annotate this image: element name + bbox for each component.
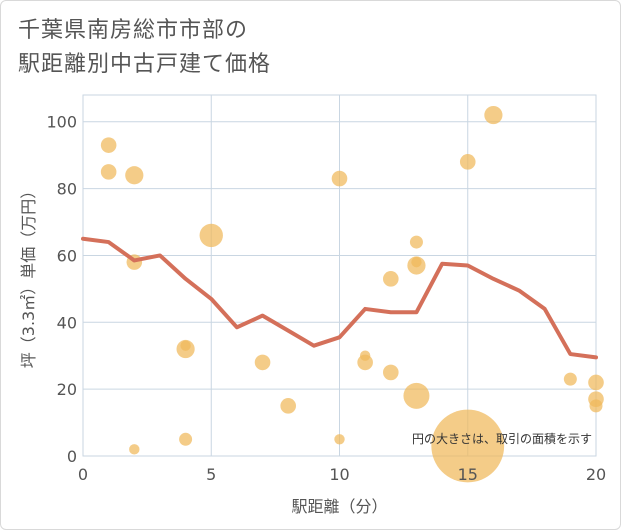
x-axis-label: 駅距離（分） bbox=[291, 497, 387, 516]
bubble-15 bbox=[383, 271, 399, 287]
bubble-19 bbox=[407, 256, 426, 275]
chart-title: 千葉県南房総市市部の 駅距離別中古戸建て価格 bbox=[18, 14, 271, 82]
bubble-20 bbox=[403, 382, 430, 409]
y-axis-label: 坪（3.3㎡）単価（万円） bbox=[19, 183, 38, 368]
bubble-9 bbox=[254, 354, 271, 371]
bubble-12 bbox=[334, 434, 345, 445]
bubble-4 bbox=[129, 444, 140, 455]
bubble-25 bbox=[588, 374, 604, 391]
x-tick-label-0: 0 bbox=[78, 465, 88, 484]
x-tick-label-4: 20 bbox=[586, 465, 606, 484]
title-line-1: 千葉県南房総市市部の bbox=[18, 18, 249, 43]
bubble-14 bbox=[357, 354, 373, 371]
bubble-6 bbox=[176, 339, 195, 359]
bubble-series bbox=[100, 105, 604, 483]
grid-lines bbox=[82, 95, 597, 457]
bubble-22 bbox=[431, 409, 505, 483]
bubble-11 bbox=[331, 170, 348, 187]
bubble-0 bbox=[100, 137, 117, 153]
x-tick-label-3: 15 bbox=[458, 465, 478, 484]
y-axis-ticks: 0 20 40 60 80 100 bbox=[46, 113, 77, 466]
y-tick-label-3: 60 bbox=[57, 246, 77, 265]
y-tick-label-5: 100 bbox=[46, 113, 77, 132]
bubble-16 bbox=[383, 364, 399, 381]
x-axis-ticks: 0 5 10 15 20 bbox=[78, 465, 606, 484]
bubble-21 bbox=[459, 154, 476, 170]
bubble-1 bbox=[100, 164, 117, 180]
title-line-2: 駅距離別中古戸建て価格 bbox=[18, 52, 272, 77]
bubble-23 bbox=[484, 105, 503, 125]
y-tick-label-0: 0 bbox=[67, 447, 77, 466]
x-tick-label-1: 5 bbox=[206, 465, 216, 484]
y-tick-label-1: 20 bbox=[57, 380, 77, 399]
bubble-17 bbox=[409, 235, 423, 249]
bubble-8 bbox=[199, 223, 223, 248]
y-tick-label-4: 80 bbox=[57, 180, 77, 199]
x-tick-label-2: 10 bbox=[329, 465, 349, 484]
bubble-7 bbox=[179, 432, 193, 446]
average-price-line bbox=[81, 236, 598, 360]
bubble-27 bbox=[589, 399, 603, 413]
bubble-24 bbox=[563, 372, 577, 386]
bubble-size-note: 円の大きさは、取引の面積を示す bbox=[412, 431, 592, 446]
y-tick-label-2: 40 bbox=[57, 313, 77, 332]
bubble-2 bbox=[125, 166, 144, 185]
bubble-10 bbox=[280, 398, 297, 414]
